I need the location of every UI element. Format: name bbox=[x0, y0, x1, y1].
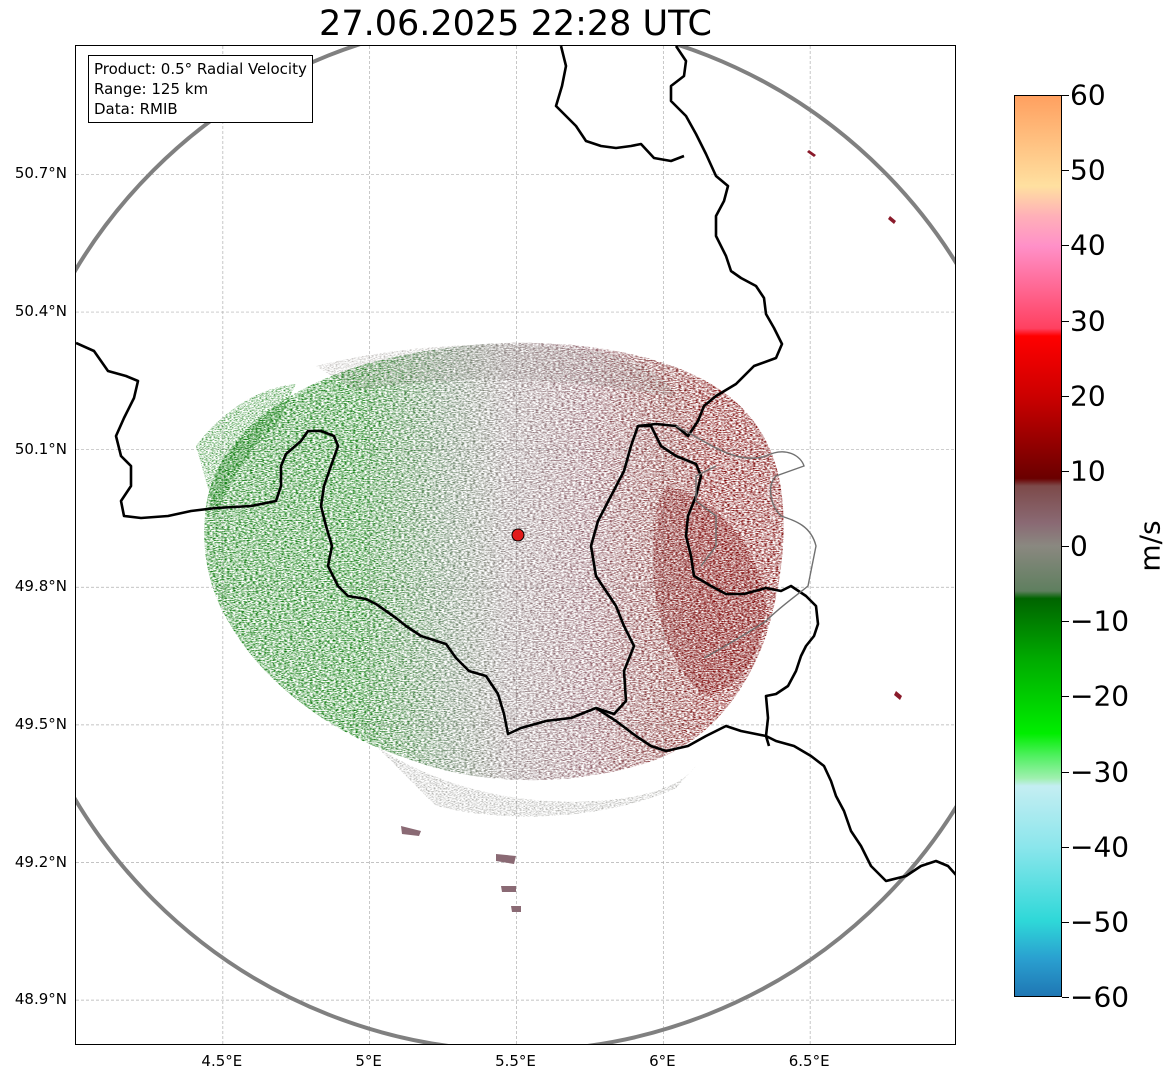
colorbar-tick-mark bbox=[1062, 320, 1069, 322]
lat-tick-label: 49.8°N bbox=[14, 577, 67, 596]
colorbar-tick-label: 20 bbox=[1070, 379, 1106, 413]
colorbar-tick-label: 0 bbox=[1070, 529, 1088, 563]
colorbar-tick-mark bbox=[1062, 95, 1069, 96]
colorbar-tick-label: −40 bbox=[1070, 830, 1130, 864]
lat-tick-label: 50.1°N bbox=[14, 439, 67, 458]
colorbar-tick-label: 10 bbox=[1070, 454, 1106, 488]
colorbar-tick-mark bbox=[1062, 696, 1069, 698]
map-title: 27.06.2025 22:28 UTC bbox=[319, 4, 712, 44]
colorbar-tick-mark bbox=[1062, 470, 1069, 472]
velocity-echo-field bbox=[196, 150, 902, 912]
lat-tick-label: 49.5°N bbox=[14, 714, 67, 733]
lon-tick-label: 5.5°E bbox=[495, 1052, 536, 1070]
colorbar-tick-label: 50 bbox=[1070, 153, 1106, 187]
lon-tick-label: 6°E bbox=[649, 1052, 676, 1070]
colorbar-tick-mark bbox=[1062, 395, 1069, 397]
colorbar-tick-mark bbox=[1062, 771, 1069, 773]
lon-tick-label: 4.5°E bbox=[201, 1052, 243, 1070]
colorbar-tick-mark bbox=[1062, 997, 1069, 998]
colorbar-tick-label: 30 bbox=[1070, 304, 1106, 337]
colorbar-tick-mark bbox=[1062, 921, 1069, 923]
radar-map bbox=[75, 45, 956, 1045]
colorbar-tick-label: −50 bbox=[1070, 905, 1130, 939]
colorbar-tick-mark bbox=[1062, 546, 1069, 547]
colorbar-tick-label: 40 bbox=[1070, 228, 1106, 262]
colorbar-tick-mark bbox=[1062, 245, 1069, 247]
lat-tick-label: 50.7°N bbox=[14, 164, 67, 183]
sub-borders bbox=[675, 425, 817, 659]
colorbar-tick-label: 60 bbox=[1070, 78, 1106, 112]
product-label: Product: 0.5° Radial Velocity bbox=[94, 60, 307, 78]
product-info-box: Product: 0.5° Radial Velocity Range: 125… bbox=[88, 55, 313, 123]
colorbar-tick-label: −20 bbox=[1070, 679, 1130, 713]
colorbar-tick-mark bbox=[1062, 170, 1069, 172]
data-source-label: Data: RMIB bbox=[94, 100, 178, 118]
colorbar-tick-mark bbox=[1062, 621, 1069, 623]
colorbar-tick-label: −10 bbox=[1070, 604, 1130, 638]
velocity-colorbar bbox=[1014, 95, 1062, 997]
colorbar-tick-label: −60 bbox=[1070, 980, 1130, 1014]
lat-tick-label: 48.9°N bbox=[14, 990, 67, 1009]
range-label: Range: 125 km bbox=[94, 80, 209, 98]
radar-site-marker bbox=[511, 528, 525, 542]
lat-tick-label: 50.4°N bbox=[14, 302, 67, 321]
lat-tick-label: 49.2°N bbox=[14, 852, 67, 871]
colorbar-tick-mark bbox=[1062, 846, 1069, 848]
lon-tick-label: 6.5°E bbox=[788, 1052, 830, 1070]
colorbar-tick-label: −30 bbox=[1070, 755, 1130, 788]
lon-tick-label: 5°E bbox=[355, 1052, 382, 1070]
colorbar-unit-label: m/s bbox=[1133, 520, 1167, 572]
